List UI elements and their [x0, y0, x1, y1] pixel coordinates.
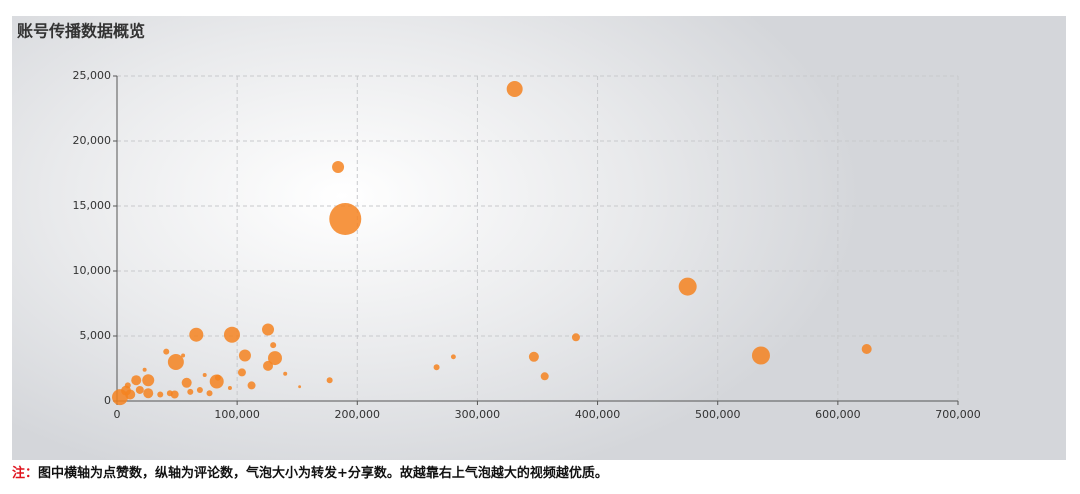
bubble [450, 354, 456, 360]
x-tick-label: 0 [114, 408, 121, 421]
x-tick-label: 400,000 [575, 408, 621, 421]
y-tick-label: 0 [104, 394, 111, 407]
bubble [124, 382, 131, 389]
chart: 账号传播数据概览 0 5,000 10,000 15,000 20,000 25,000 0… [17, 22, 981, 422]
bubble [263, 360, 274, 371]
bubble [433, 364, 440, 371]
bubble [506, 81, 523, 97]
x-tick-label: 200,000 [335, 408, 381, 421]
bubble [125, 389, 136, 400]
bubble [157, 391, 164, 398]
bubble [528, 351, 539, 362]
bubble [196, 386, 203, 393]
bubble [678, 277, 697, 296]
bubble [540, 372, 549, 381]
bubble [181, 377, 192, 388]
bubble [170, 390, 179, 399]
bubble [237, 368, 246, 377]
bubble [270, 342, 277, 349]
note-text: 图中横轴为点赞数，纵轴为评论数，气泡大小为转发+分享数。故越靠右上气泡越大的视频… [38, 466, 608, 481]
bubble [214, 374, 221, 381]
bubble [187, 388, 194, 395]
bubble [202, 373, 207, 377]
bubble [238, 349, 251, 362]
bubble [262, 323, 275, 336]
bubble [571, 333, 580, 342]
bubble [329, 203, 362, 235]
bubble [143, 388, 154, 399]
y-tick-label: 20,000 [73, 134, 112, 147]
y-tick-label: 10,000 [73, 264, 112, 277]
x-tick-label: 500,000 [695, 408, 741, 421]
bubble [189, 327, 204, 342]
bubble [131, 375, 142, 386]
bubble [142, 374, 155, 387]
note: 注：图中横轴为点赞数，纵轴为评论数，气泡大小为转发+分享数。故越靠右上气泡越大的… [12, 462, 608, 481]
x-tick-label: 100,000 [214, 408, 260, 421]
bubble [135, 385, 144, 394]
bubble [267, 351, 282, 366]
bubble [163, 348, 170, 355]
x-tick-label: 600,000 [815, 408, 861, 421]
y-tick-label: 15,000 [73, 199, 112, 212]
bubble [223, 326, 240, 343]
bubble [167, 354, 184, 370]
bubble [861, 344, 872, 354]
bubble [142, 367, 147, 372]
bubble [247, 381, 256, 390]
x-tick-label: 700,000 [935, 408, 981, 421]
chart-panel: 账号传播数据概览 0 5,000 10,000 15,000 20,000 25,000 0… [12, 16, 1066, 460]
bubble [332, 161, 345, 173]
bubble [227, 386, 232, 390]
bubble [326, 377, 333, 384]
note-prefix: 注： [12, 466, 39, 481]
y-tick-label: 5,000 [80, 329, 112, 342]
y-tick-label: 25,000 [73, 69, 112, 82]
chart-title: 账号传播数据概览 [17, 22, 145, 41]
bubble [751, 346, 770, 365]
bubble [206, 390, 213, 397]
bubble [298, 385, 302, 389]
bubble [112, 389, 129, 406]
bubble [181, 353, 186, 358]
x-tick-label: 300,000 [455, 408, 501, 421]
bubble [283, 371, 288, 376]
